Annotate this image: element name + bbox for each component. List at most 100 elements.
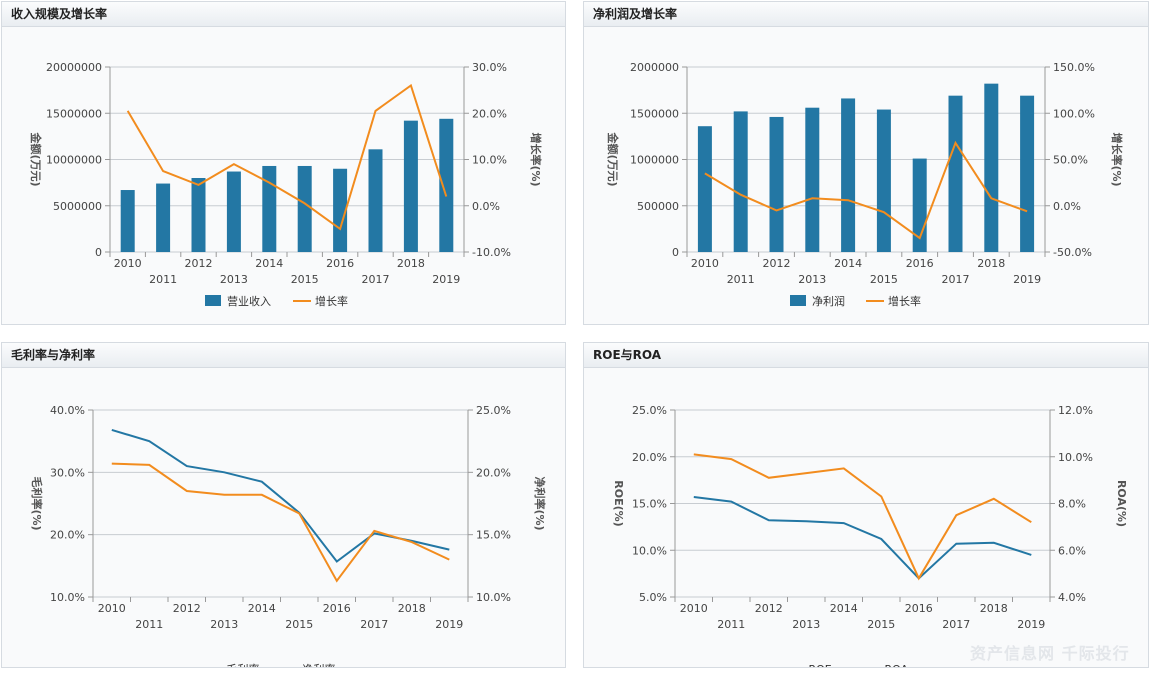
x-tick-label: 2016 bbox=[906, 257, 934, 270]
bar bbox=[876, 109, 891, 252]
left-tick-label: 20.0% bbox=[50, 529, 85, 542]
x-tick-label: 2013 bbox=[792, 618, 820, 631]
legend-label: 增长率 bbox=[315, 294, 348, 308]
bar bbox=[297, 165, 312, 252]
left-tick-label: 5.0% bbox=[639, 591, 667, 604]
bar bbox=[262, 165, 277, 252]
net-profit-growth-panel: 净利润及增长率 2000000 1500000 1000000 500000 0 150.… bbox=[583, 1, 1149, 325]
x-tick-label: 2013 bbox=[210, 618, 238, 631]
bar bbox=[191, 178, 206, 252]
roe-roa-panel: ROE与ROA 25.0% 20.0% 15.0% 10.0% 5.0% 12.0% 10.… bbox=[583, 342, 1149, 668]
bar bbox=[403, 120, 418, 253]
legend-swatch bbox=[205, 295, 221, 306]
legend-swatch bbox=[790, 295, 806, 306]
bar bbox=[333, 168, 348, 252]
series-line bbox=[111, 462, 450, 583]
x-tick-label: 2017 bbox=[942, 273, 970, 286]
left-axis-title: 金额(万元) bbox=[29, 131, 43, 186]
right-tick-label: 10.0% bbox=[472, 154, 507, 167]
legend-label: 净利率 bbox=[303, 662, 336, 667]
roe-roa-chart: 25.0% 20.0% 15.0% 10.0% 5.0% 12.0% 10.0% 8.0% 6.… bbox=[612, 404, 1128, 667]
legend-label: 增长率 bbox=[888, 294, 921, 308]
left-tick-label: 40.0% bbox=[50, 404, 85, 417]
right-tick-label: 12.0% bbox=[1058, 404, 1093, 417]
legend-label: 营业收入 bbox=[227, 294, 271, 308]
right-tick-label: 20.0% bbox=[472, 107, 507, 120]
x-tick-label: 2016 bbox=[326, 257, 354, 270]
x-tick-label: 2012 bbox=[763, 257, 791, 270]
x-tick-label: 2018 bbox=[980, 602, 1008, 615]
bar bbox=[733, 111, 748, 253]
series-line bbox=[126, 83, 448, 231]
left-tick-label: 500000 bbox=[637, 200, 679, 213]
right-axis-title: ROA(%) bbox=[1115, 480, 1128, 527]
right-tick-label: 150.0% bbox=[1053, 61, 1095, 74]
x-tick-label: 2018 bbox=[977, 257, 1005, 270]
left-tick-label: 1000000 bbox=[630, 154, 679, 167]
left-tick-label: 0 bbox=[672, 246, 679, 259]
left-tick-label: 15000000 bbox=[46, 107, 102, 120]
x-tick-label: 2013 bbox=[798, 273, 826, 286]
bar bbox=[697, 126, 712, 252]
x-tick-label: 2019 bbox=[432, 273, 460, 286]
x-tick-label: 2011 bbox=[135, 618, 163, 631]
panel-title: 收入规模及增长率 bbox=[2, 2, 565, 27]
x-tick-label: 2015 bbox=[291, 273, 319, 286]
right-tick-label: 50.0% bbox=[1053, 154, 1088, 167]
x-tick-label: 2015 bbox=[867, 618, 895, 631]
x-tick-label: 2011 bbox=[149, 273, 177, 286]
left-tick-label: 25.0% bbox=[632, 404, 667, 417]
margin-panel: 毛利率与净利率 40.0% 30.0% 20.0% 10.0% 25.0% 20.0% 15… bbox=[1, 342, 566, 668]
right-tick-label: 10.0% bbox=[1058, 451, 1093, 464]
x-tick-label: 2018 bbox=[397, 257, 425, 270]
bar bbox=[841, 98, 856, 252]
bar bbox=[948, 95, 963, 252]
left-tick-label: 5000000 bbox=[53, 200, 102, 213]
left-tick-label: 10000000 bbox=[46, 154, 102, 167]
x-tick-label: 2017 bbox=[362, 273, 390, 286]
panel-title: 净利润及增长率 bbox=[584, 2, 1148, 27]
legend-label: ROA bbox=[885, 663, 909, 667]
right-tick-label: 15.0% bbox=[476, 529, 511, 542]
x-tick-label: 2013 bbox=[220, 273, 248, 286]
bar bbox=[368, 149, 383, 252]
panel-title: ROE与ROA bbox=[584, 343, 1148, 368]
x-tick-label: 2011 bbox=[727, 273, 755, 286]
left-tick-label: 20000000 bbox=[46, 61, 102, 74]
x-tick-label: 2014 bbox=[255, 257, 283, 270]
x-tick-label: 2016 bbox=[323, 602, 351, 615]
left-axis-title: 金额(万元) bbox=[606, 131, 620, 186]
x-tick-label: 2019 bbox=[1017, 618, 1045, 631]
x-tick-label: 2017 bbox=[942, 618, 970, 631]
revenue-growth-chart: 20000000 15000000 10000000 5000000 0 30.0% 20.… bbox=[29, 61, 543, 308]
bar bbox=[156, 183, 171, 252]
x-tick-label: 2019 bbox=[1013, 273, 1041, 286]
right-tick-label: 8.0% bbox=[1058, 498, 1086, 511]
right-axis-title: 增长率(%) bbox=[1110, 132, 1124, 186]
x-tick-label: 2014 bbox=[830, 602, 858, 615]
bar bbox=[120, 190, 135, 252]
x-tick-label: 2010 bbox=[98, 602, 126, 615]
right-tick-label: 0.0% bbox=[472, 200, 500, 213]
x-tick-label: 2014 bbox=[834, 257, 862, 270]
right-tick-label: 20.0% bbox=[476, 466, 511, 479]
left-tick-label: 1500000 bbox=[630, 107, 679, 120]
right-tick-label: 25.0% bbox=[476, 404, 511, 417]
series-line bbox=[704, 140, 1028, 240]
watermark: 资产信息网 千际投行 bbox=[970, 644, 1130, 663]
x-tick-label: 2012 bbox=[185, 257, 213, 270]
left-axis-title: ROE(%) bbox=[612, 480, 625, 526]
left-tick-label: 0 bbox=[95, 246, 102, 259]
right-axis-title: 净利率(%) bbox=[533, 476, 547, 530]
right-tick-label: 30.0% bbox=[472, 61, 507, 74]
x-tick-label: 2019 bbox=[435, 618, 463, 631]
x-tick-label: 2017 bbox=[360, 618, 388, 631]
right-tick-label: 6.0% bbox=[1058, 544, 1086, 557]
bar bbox=[805, 107, 820, 252]
x-tick-label: 2015 bbox=[285, 618, 313, 631]
left-axis-title: 毛利率(%) bbox=[30, 476, 44, 530]
left-tick-label: 20.0% bbox=[632, 451, 667, 464]
left-tick-label: 10.0% bbox=[632, 544, 667, 557]
x-tick-label: 2010 bbox=[680, 602, 708, 615]
bar bbox=[984, 83, 999, 253]
